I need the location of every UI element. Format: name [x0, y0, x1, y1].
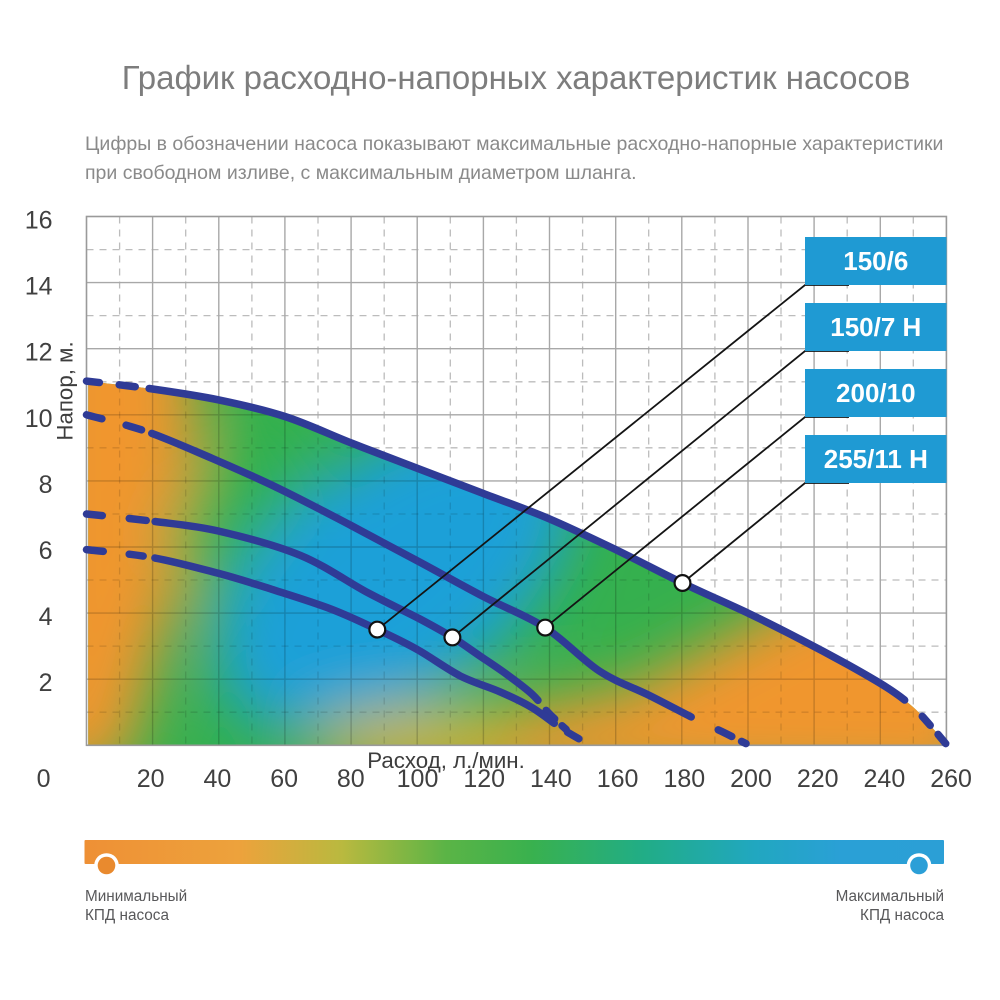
svg-text:100: 100 — [397, 765, 439, 793]
svg-text:240: 240 — [864, 765, 906, 793]
svg-text:10: 10 — [25, 405, 53, 433]
svg-text:200: 200 — [730, 765, 772, 793]
svg-text:140: 140 — [530, 765, 572, 793]
svg-text:255/11 Н: 255/11 Н — [824, 444, 928, 474]
svg-text:Расход, л./мин.: Расход, л./мин. — [367, 748, 525, 773]
svg-text:60: 60 — [270, 765, 298, 793]
svg-text:150/6: 150/6 — [843, 246, 908, 276]
svg-text:4: 4 — [39, 603, 53, 631]
svg-text:80: 80 — [337, 765, 365, 793]
svg-text:Максимальный: Максимальный — [836, 888, 944, 905]
svg-text:6: 6 — [39, 537, 53, 565]
svg-text:2: 2 — [39, 669, 53, 697]
svg-text:160: 160 — [597, 765, 639, 793]
svg-text:14: 14 — [25, 273, 53, 301]
svg-text:40: 40 — [203, 765, 231, 793]
svg-text:16: 16 — [25, 207, 53, 235]
svg-text:260: 260 — [930, 765, 972, 793]
svg-text:при свободном изливе, с максим: при свободном изливе, с максимальным диа… — [85, 162, 637, 184]
svg-text:График расходно-напорных харак: График расходно-напорных характеристик н… — [122, 59, 911, 96]
svg-text:8: 8 — [39, 471, 53, 499]
svg-text:КПД насоса: КПД насоса — [860, 907, 944, 924]
svg-text:220: 220 — [797, 765, 839, 793]
svg-text:180: 180 — [663, 765, 705, 793]
svg-text:150/7 Н: 150/7 Н — [830, 312, 921, 342]
svg-text:12: 12 — [25, 339, 53, 367]
svg-text:Цифры в обозначении насоса пок: Цифры в обозначении насоса показывают ма… — [85, 133, 943, 155]
svg-text:Напор, м.: Напор, м. — [53, 341, 78, 440]
svg-text:120: 120 — [463, 765, 505, 793]
svg-text:200/10: 200/10 — [836, 378, 916, 408]
svg-text:КПД насоса: КПД насоса — [85, 907, 169, 924]
svg-text:Минимальный: Минимальный — [85, 888, 187, 905]
svg-text:20: 20 — [137, 765, 165, 793]
svg-text:0: 0 — [37, 765, 51, 793]
